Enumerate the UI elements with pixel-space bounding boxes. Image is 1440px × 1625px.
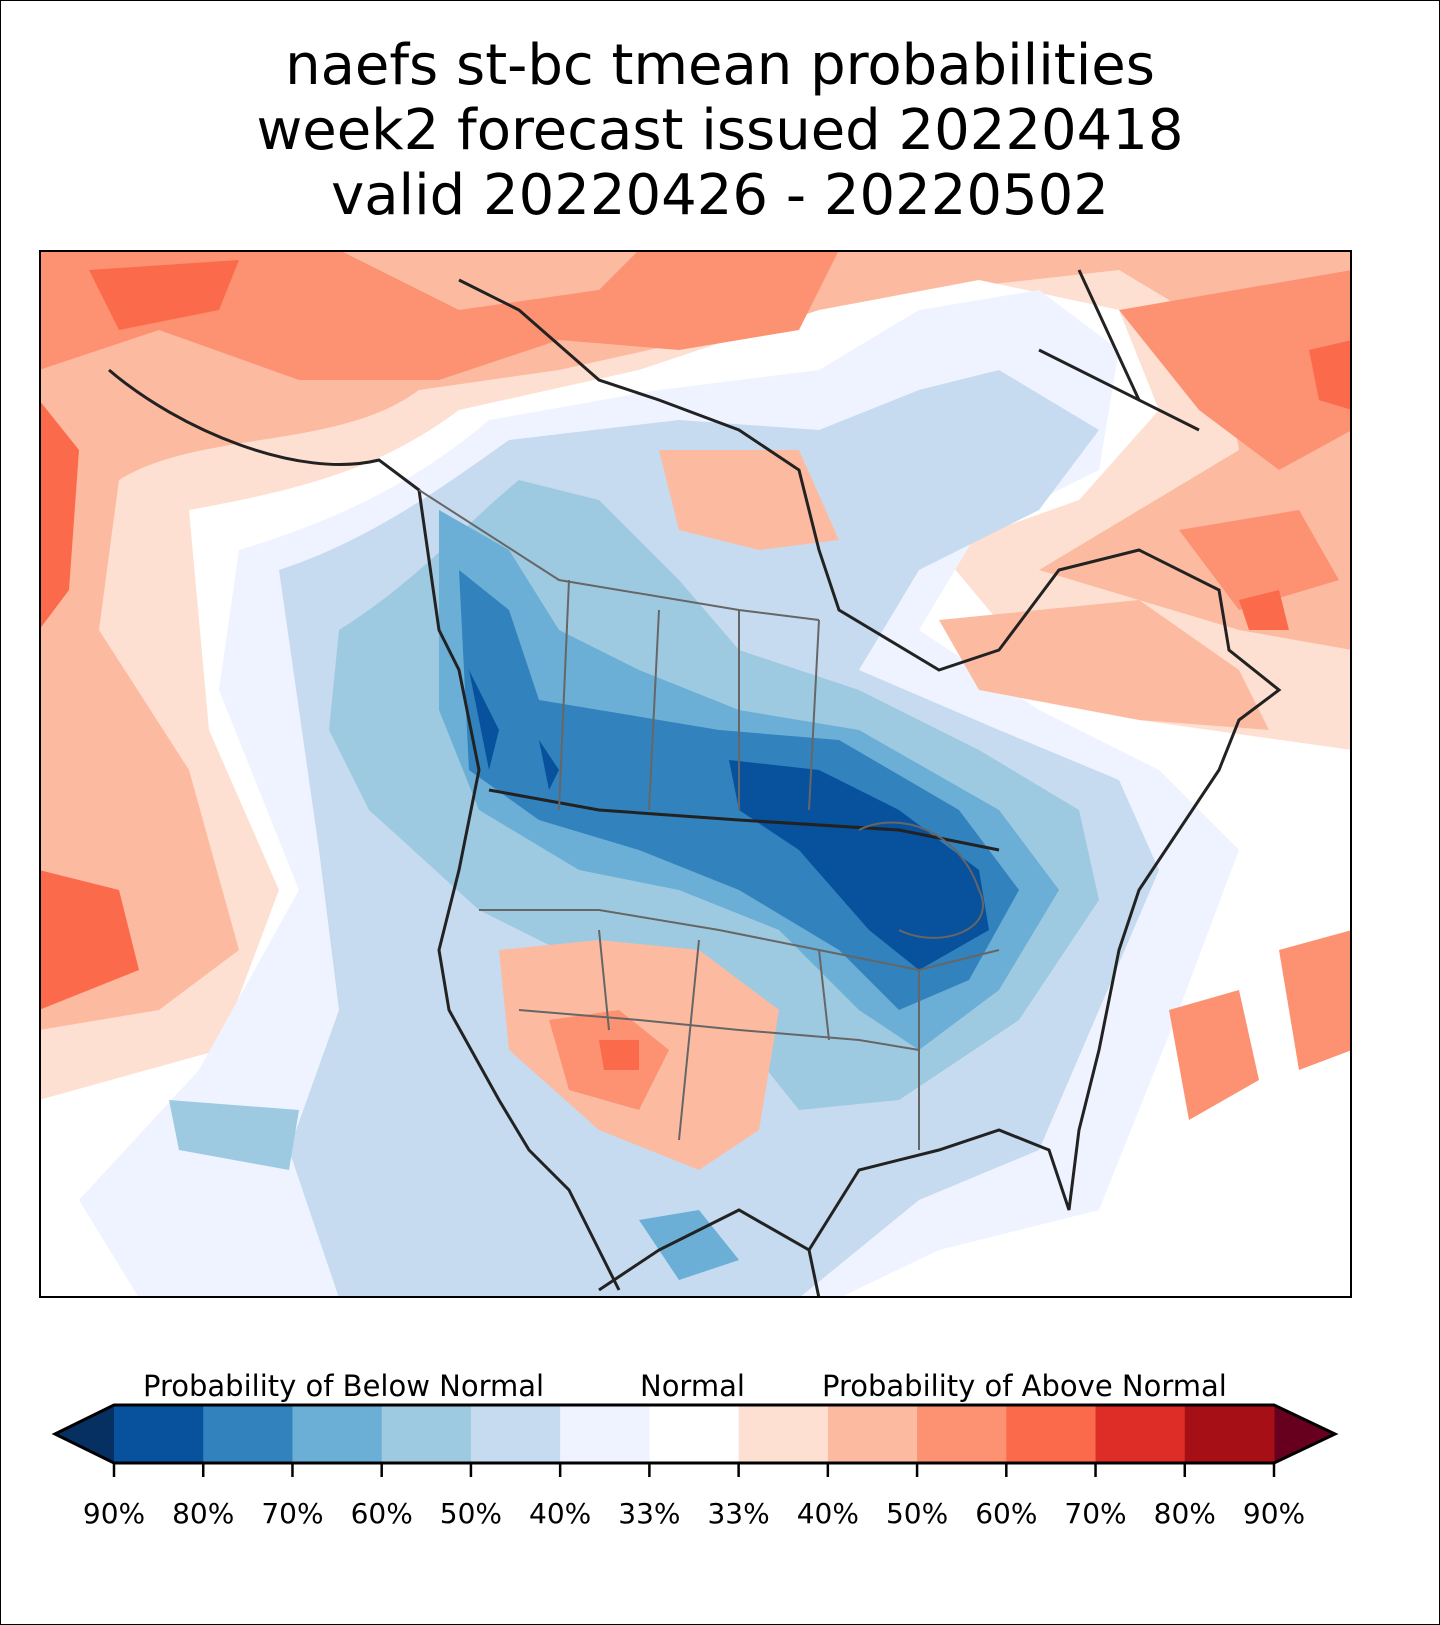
title-line-1: naefs st-bc tmean probabilities bbox=[285, 33, 1155, 98]
title-line-3: valid 20220426 - 20220502 bbox=[331, 163, 1109, 228]
colorbar-label-below-normal: Probability of Below Normal bbox=[143, 1369, 545, 1403]
probability-map bbox=[39, 250, 1352, 1298]
title-line-2: week2 forecast issued 20220418 bbox=[256, 98, 1184, 163]
colorbar-label-normal: Normal bbox=[640, 1369, 745, 1403]
colorbar-label-above-normal: Probability of Above Normal bbox=[822, 1369, 1227, 1403]
